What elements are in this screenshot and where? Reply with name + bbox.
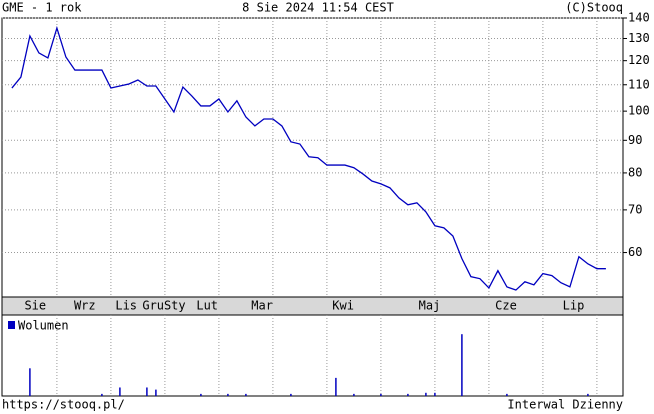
volume-panel: [1, 314, 624, 397]
volume-bar: [245, 393, 247, 396]
volume-bar: [587, 393, 589, 396]
x-tick-label: Sty: [164, 299, 186, 313]
y-tick-label: 90: [628, 133, 642, 147]
volume-bar: [119, 387, 121, 396]
volume-bar: [200, 393, 202, 396]
x-tick-label: Kwi: [332, 299, 354, 313]
volume-bar: [425, 392, 427, 396]
x-tick-label: Maj: [419, 299, 441, 313]
footer-left: https://stooq.pl/: [2, 398, 125, 412]
y-tick-label: 100: [628, 104, 650, 118]
volume-bar: [407, 393, 409, 396]
x-tick-label: Gru: [142, 299, 164, 313]
legend-label: Wolumen: [18, 319, 69, 333]
footer-right: Interwal Dzienny: [507, 398, 623, 412]
volume-bar: [227, 393, 229, 396]
price-panel: [1, 17, 624, 298]
volume-bar: [290, 393, 292, 396]
y-tick-label: 70: [628, 202, 642, 216]
volume-bar: [335, 377, 337, 396]
chart-title: GME - 1 rok: [2, 1, 82, 15]
y-tick-label: 80: [628, 165, 642, 179]
x-tick-label: Wrz: [74, 299, 96, 313]
volume-bar: [380, 393, 382, 396]
volume-bar: [155, 389, 157, 396]
volume-bar: [461, 334, 463, 396]
volume-bar: [101, 393, 103, 396]
chart-subtitle: 8 Sie 2024 11:54 CEST: [242, 1, 394, 15]
y-tick-label: 110: [628, 77, 650, 91]
y-tick-label: 140: [628, 11, 650, 25]
price-line: [11, 25, 606, 291]
y-tick-label: 130: [628, 31, 650, 45]
x-tick-label: Lip: [563, 299, 585, 313]
x-tick-label: Lis: [115, 299, 137, 313]
x-tick-label: Cze: [495, 299, 517, 313]
y-tick-label: 120: [628, 53, 650, 67]
x-tick-label: Lut: [196, 299, 218, 313]
volume-bar: [29, 368, 31, 396]
volume-bar: [506, 393, 508, 396]
volume-bar: [434, 392, 436, 396]
source: (C)Stooq: [565, 1, 623, 15]
y-tick-label: 60: [628, 245, 642, 259]
x-tick-label: Mar: [251, 299, 273, 313]
volume-bar: [146, 387, 148, 396]
legend-swatch: [8, 321, 15, 329]
volume-bar: [353, 393, 355, 396]
x-tick-label: Sie: [24, 299, 46, 313]
